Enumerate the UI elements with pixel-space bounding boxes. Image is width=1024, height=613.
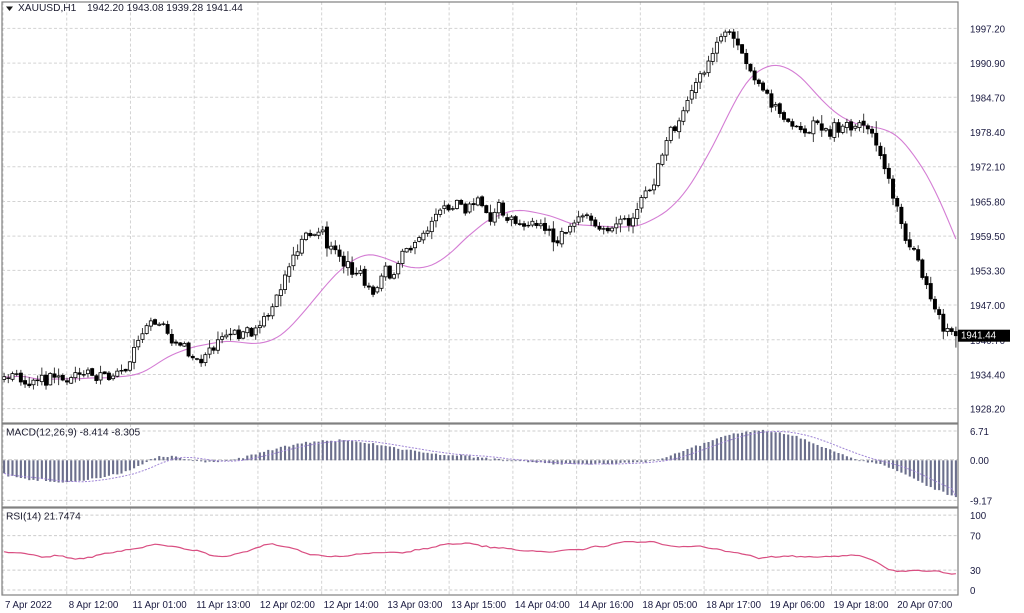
svg-text:1941.44: 1941.44 xyxy=(961,331,997,342)
svg-text:18 Apr 17:00: 18 Apr 17:00 xyxy=(706,600,762,611)
svg-text:1947.00: 1947.00 xyxy=(970,301,1006,312)
svg-text:14 Apr 16:00: 14 Apr 16:00 xyxy=(579,600,635,611)
svg-text:1990.90: 1990.90 xyxy=(970,59,1006,70)
svg-text:1984.70: 1984.70 xyxy=(970,93,1006,104)
svg-text:100: 100 xyxy=(970,511,987,522)
svg-text:19 Apr 06:00: 19 Apr 06:00 xyxy=(770,600,826,611)
svg-text:11 Apr 01:00: 11 Apr 01:00 xyxy=(132,600,187,611)
svg-text:1942.20 1943.08 1939.28 1941.4: 1942.20 1943.08 1939.28 1941.44 xyxy=(87,3,243,14)
svg-text:14 Apr 04:00: 14 Apr 04:00 xyxy=(515,600,571,611)
svg-text:1997.20: 1997.20 xyxy=(970,24,1006,35)
svg-text:19 Apr 18:00: 19 Apr 18:00 xyxy=(834,600,890,611)
svg-text:13 Apr 03:00: 13 Apr 03:00 xyxy=(387,600,443,611)
svg-text:6.71: 6.71 xyxy=(970,427,989,438)
svg-text:0: 0 xyxy=(970,586,976,597)
svg-text:12 Apr 14:00: 12 Apr 14:00 xyxy=(324,600,380,611)
svg-text:11 Apr 13:00: 11 Apr 13:00 xyxy=(196,600,251,611)
svg-text:7 Apr 2022: 7 Apr 2022 xyxy=(5,600,52,611)
svg-text:12 Apr 02:00: 12 Apr 02:00 xyxy=(260,600,316,611)
svg-text:70: 70 xyxy=(970,532,981,543)
svg-text:0.00: 0.00 xyxy=(970,456,989,467)
svg-text:1928.20: 1928.20 xyxy=(970,405,1006,416)
svg-text:18 Apr 05:00: 18 Apr 05:00 xyxy=(642,600,698,611)
svg-text:1972.10: 1972.10 xyxy=(970,163,1006,174)
svg-text:8 Apr 12:00: 8 Apr 12:00 xyxy=(69,600,119,611)
svg-text:1953.30: 1953.30 xyxy=(970,266,1006,277)
svg-text:RSI(14) 21.7474: RSI(14) 21.7474 xyxy=(6,512,81,523)
svg-text:1965.80: 1965.80 xyxy=(970,197,1006,208)
svg-text:-9.17: -9.17 xyxy=(970,496,992,507)
svg-text:1978.40: 1978.40 xyxy=(970,128,1006,139)
svg-text:XAUUSD,H1: XAUUSD,H1 xyxy=(18,3,77,14)
svg-text:30: 30 xyxy=(970,566,981,577)
svg-text:20 Apr 07:00: 20 Apr 07:00 xyxy=(897,600,953,611)
svg-text:1959.50: 1959.50 xyxy=(970,232,1006,243)
svg-text:1934.40: 1934.40 xyxy=(970,371,1006,382)
svg-text:MACD(12,26,9) -8.414 -8.305: MACD(12,26,9) -8.414 -8.305 xyxy=(6,428,141,439)
svg-text:13 Apr 15:00: 13 Apr 15:00 xyxy=(451,600,507,611)
